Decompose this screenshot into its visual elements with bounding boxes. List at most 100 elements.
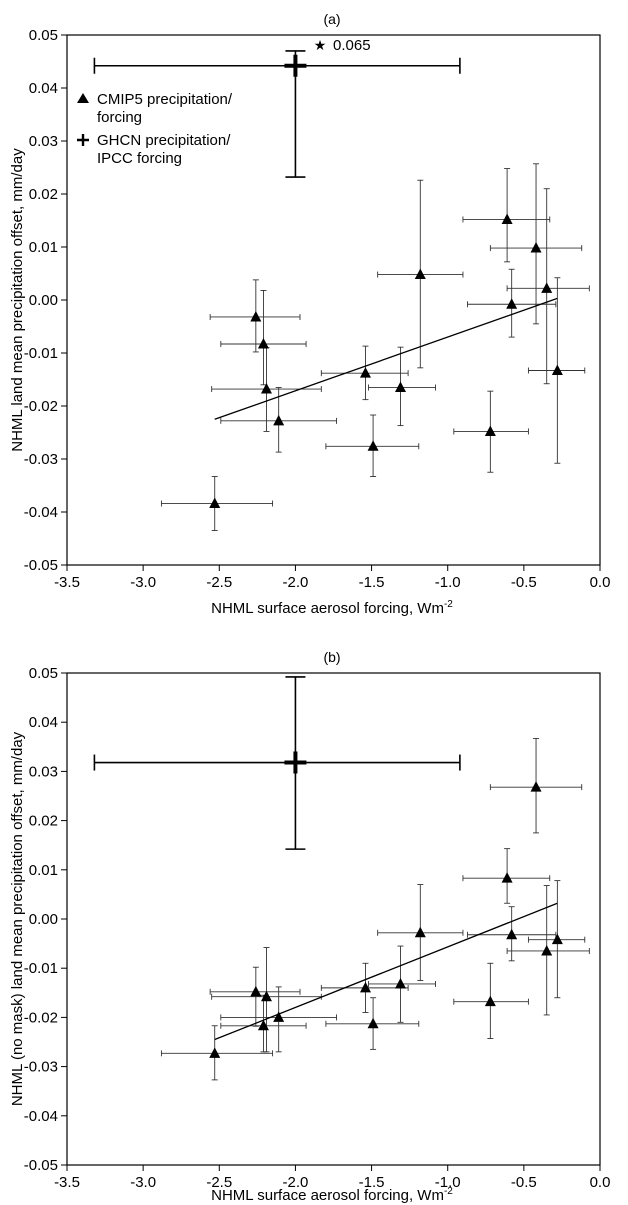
panel-b-cmip5-marker: [209, 1047, 221, 1058]
panel-b-fit-line: [214, 902, 558, 1041]
panel-a-title: (a): [323, 11, 340, 27]
panel-a-cmip5-marker: [484, 425, 496, 436]
panel-a-cmip5-marker: [257, 337, 269, 349]
panel-a-y-tick-label: -0.01: [24, 345, 58, 362]
panel-b-y-tick-label: -0.02: [24, 1009, 58, 1026]
panel-b-y-axis-label: NHML (no mask) land mean precipitation o…: [9, 731, 26, 1106]
panel-b-cmip5-marker: [506, 928, 518, 940]
panel-b-cmip5-marker: [414, 926, 426, 938]
panel-b-y-tick-label: -0.04: [24, 1108, 58, 1125]
panel-b-y-tick-label: 0.03: [29, 763, 58, 780]
panel-a-y-tick-label: 0.04: [29, 80, 58, 97]
star-marker: ★: [314, 37, 327, 53]
panel-a-x-tick-label: -2.5: [206, 574, 232, 591]
panel-a-x-tick-label: -3.0: [130, 574, 156, 591]
panel-a-cmip5-marker: [359, 367, 371, 378]
panel-a-x-axis-label-text: NHML surface aerosol forcing, Wm: [211, 600, 444, 617]
panel-b-cmip5-marker: [359, 981, 371, 993]
panel-a-y-tick-label: -0.02: [24, 398, 58, 415]
legend-ghcn-line2: IPCC forcing: [97, 150, 182, 167]
panel-a-cmip5-marker: [260, 383, 272, 394]
panel-a-cmip5-marker: [541, 282, 553, 293]
panel-a-x-axis-label-superscript: -2: [444, 599, 453, 610]
panel-a-cmip5-marker: [551, 364, 563, 375]
panel-b-y-tick-label: 0.05: [29, 665, 58, 682]
annotation-value: 0.065: [333, 37, 371, 54]
panel-a-cmip5-marker: [501, 213, 513, 224]
legend-ghcn-line1: GHCN precipitation/: [97, 132, 231, 149]
panel-b-y-ticks: -0.05 -0.04 -0.03 -0.02 -0.01 0.00 0.01 0.02 0.0…: [24, 665, 67, 1174]
legend-triangle-marker: [77, 93, 89, 103]
panel-a-y-tick-label: -0.05: [24, 557, 58, 574]
panel-b-cmip5-marker: [257, 1019, 269, 1031]
panel-a-cmip5-marker: [273, 414, 285, 426]
panel-b-x-tick-label: -1.5: [359, 1174, 385, 1191]
panel-b-x-axis-label: NHML surface aerosol forcing, Wm-2: [211, 1186, 453, 1204]
panel-b-x-tick-label: -0.5: [511, 1174, 537, 1191]
panel-a-x-tick-label: -0.5: [511, 574, 537, 591]
panel-a-x-ticks: -3.5 -3.0 -2.5 -2.0 -1.5 -1.0 -0.5 0.0: [54, 565, 610, 591]
panel-b: (b) -3.5 -3.0 -2.5 -2.0 -1.5 -1.0 -0.5 0.0 -0.0…: [9, 649, 610, 1204]
panel-b-x-tick-label: -3.0: [130, 1174, 156, 1191]
panel-a-x-tick-label: 0.0: [590, 574, 611, 591]
panel-b-x-tick-label: -2.5: [206, 1174, 232, 1191]
panel-a-y-tick-label: 0.02: [29, 186, 58, 203]
panel-a-y-tick-label: 0.01: [29, 239, 58, 256]
panel-b-x-ticks: -3.5 -3.0 -2.5 -2.0 -1.5 -1.0 -0.5 0.0: [54, 1165, 610, 1191]
panel-b-x-tick-label: -2.0: [282, 1174, 308, 1191]
panel-b-x-axis-label-superscript: -2: [444, 1186, 453, 1197]
panel-b-cmip5-marker: [395, 977, 407, 989]
panel-b-ghcn-group: [93, 676, 461, 850]
panel-b-x-tick-label: -3.5: [54, 1174, 80, 1191]
panel-a-cmip5-marker: [506, 298, 518, 309]
panel-a-x-tick-label: -3.5: [54, 574, 80, 591]
panel-a-y-axis-label: NHML land mean precipitation offset, mm/…: [9, 148, 26, 452]
legend-cross-marker: [77, 134, 89, 146]
panel-a-x-tick-label: -2.0: [282, 574, 308, 591]
panel-b-fit-line-group: [214, 902, 558, 1041]
panel-a-cmip5-marker: [395, 381, 407, 392]
legend-cmip5-line1: CMIP5 precipitation/: [97, 91, 233, 108]
panel-a-y-tick-label: 0.05: [29, 27, 58, 44]
panel-a-plot-frame: [66, 34, 601, 566]
panel-a-y-tick-label: -0.03: [24, 451, 58, 468]
panel-b-cmip5-marker: [250, 985, 262, 997]
panel-b-y-tick-label: 0.00: [29, 911, 58, 928]
panel-b-cmip5-marker: [367, 1017, 379, 1029]
panel-b-y-tick-label: 0.01: [29, 862, 58, 879]
panel-b-error-bars: [160, 737, 590, 1081]
panel-b-cmip5-marker: [541, 944, 553, 956]
panel-a-cmip5-marker: [367, 440, 379, 451]
panel-b-y-tick-label: -0.01: [24, 960, 58, 977]
panel-a-cmip5-marker: [414, 268, 426, 280]
panel-b-y-tick-label: -0.05: [24, 1157, 58, 1174]
panel-a-y-ticks: -0.05 -0.04 -0.03 -0.02 -0.01 0.00 0.01 0.02 0.0…: [24, 27, 67, 574]
panel-a-cmip5-marker: [250, 310, 262, 322]
panel-b-cmip5-marker: [260, 990, 272, 1002]
panel-b-cmip5-marker: [273, 1011, 285, 1022]
panel-a-y-tick-label: 0.00: [29, 292, 58, 309]
panel-a-ghcn-cross-marker: [284, 54, 307, 77]
panel-b-cmip5-marker: [551, 933, 563, 945]
panel-b-ghcn-cross-marker: [284, 751, 307, 774]
panel-a-cmip5-marker: [209, 497, 221, 509]
panel-b-x-axis-label-text: NHML surface aerosol forcing, Wm: [211, 1187, 444, 1204]
panel-a-y-tick-label: -0.04: [24, 504, 58, 521]
panel-b-cmip5-marker: [530, 781, 542, 792]
panel-a-ghcn-group: [93, 50, 461, 178]
panel-a-fit-line-group: [214, 297, 558, 420]
panel-a-x-tick-label: -1.0: [435, 574, 461, 591]
panel-a-error-bars: [160, 163, 590, 531]
legend-cmip5-line2: forcing: [97, 109, 142, 126]
panel-b-y-tick-label: -0.03: [24, 1059, 58, 1076]
panel-b-plot-frame: [66, 672, 601, 1166]
panel-a: (a) -3.5 -3.0 -2.5 -2.0 -1.5 -1.0 -0.5 0.0 -0.0…: [9, 11, 610, 617]
panel-a-markers: [209, 213, 563, 509]
panel-b-cmip5-marker: [484, 995, 496, 1007]
panel-a-fit-line: [214, 297, 558, 420]
panel-a-cmip5-marker: [530, 242, 542, 253]
panel-b-cmip5-marker: [501, 872, 513, 883]
panel-a-x-axis-label: NHML surface aerosol forcing, Wm-2: [211, 599, 453, 617]
panel-b-x-tick-label: -1.0: [435, 1174, 461, 1191]
